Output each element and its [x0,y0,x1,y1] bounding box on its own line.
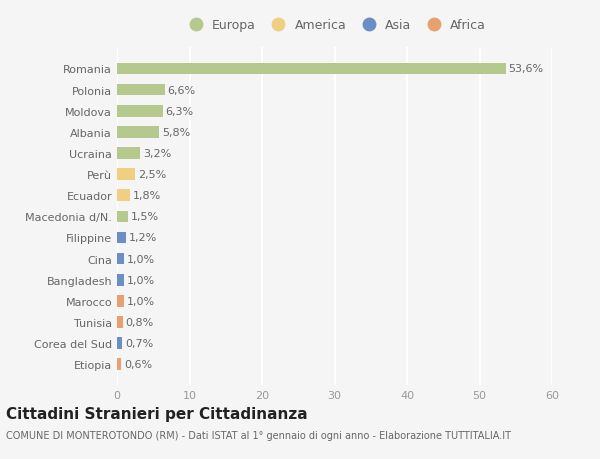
Bar [117,63,506,75]
Text: 1,0%: 1,0% [127,296,155,306]
Text: 1,5%: 1,5% [131,212,159,222]
Bar [117,169,135,180]
Text: 0,7%: 0,7% [125,338,153,348]
Text: 1,0%: 1,0% [127,275,155,285]
Text: 1,8%: 1,8% [133,191,161,201]
Bar [117,253,124,265]
Bar [117,296,124,307]
Bar [117,84,165,96]
Bar [117,274,124,286]
Text: 1,2%: 1,2% [128,233,157,243]
Text: 0,8%: 0,8% [126,317,154,327]
Text: 6,3%: 6,3% [166,106,194,117]
Bar [117,337,122,349]
Bar [117,232,126,244]
Bar [117,148,140,159]
Bar [117,127,159,138]
Text: 53,6%: 53,6% [509,64,544,74]
Text: Cittadini Stranieri per Cittadinanza: Cittadini Stranieri per Cittadinanza [6,406,308,421]
Bar [117,106,163,118]
Bar [117,358,121,370]
Text: 2,5%: 2,5% [138,170,166,180]
Text: 5,8%: 5,8% [162,128,190,138]
Bar [117,190,130,202]
Text: 0,6%: 0,6% [124,359,152,369]
Text: 6,6%: 6,6% [168,85,196,95]
Bar [117,211,128,223]
Legend: Europa, America, Asia, Africa: Europa, America, Asia, Africa [178,14,491,37]
Bar [117,316,123,328]
Text: 3,2%: 3,2% [143,149,172,159]
Text: 1,0%: 1,0% [127,254,155,264]
Text: COMUNE DI MONTEROTONDO (RM) - Dati ISTAT al 1° gennaio di ogni anno - Elaborazio: COMUNE DI MONTEROTONDO (RM) - Dati ISTAT… [6,431,511,440]
